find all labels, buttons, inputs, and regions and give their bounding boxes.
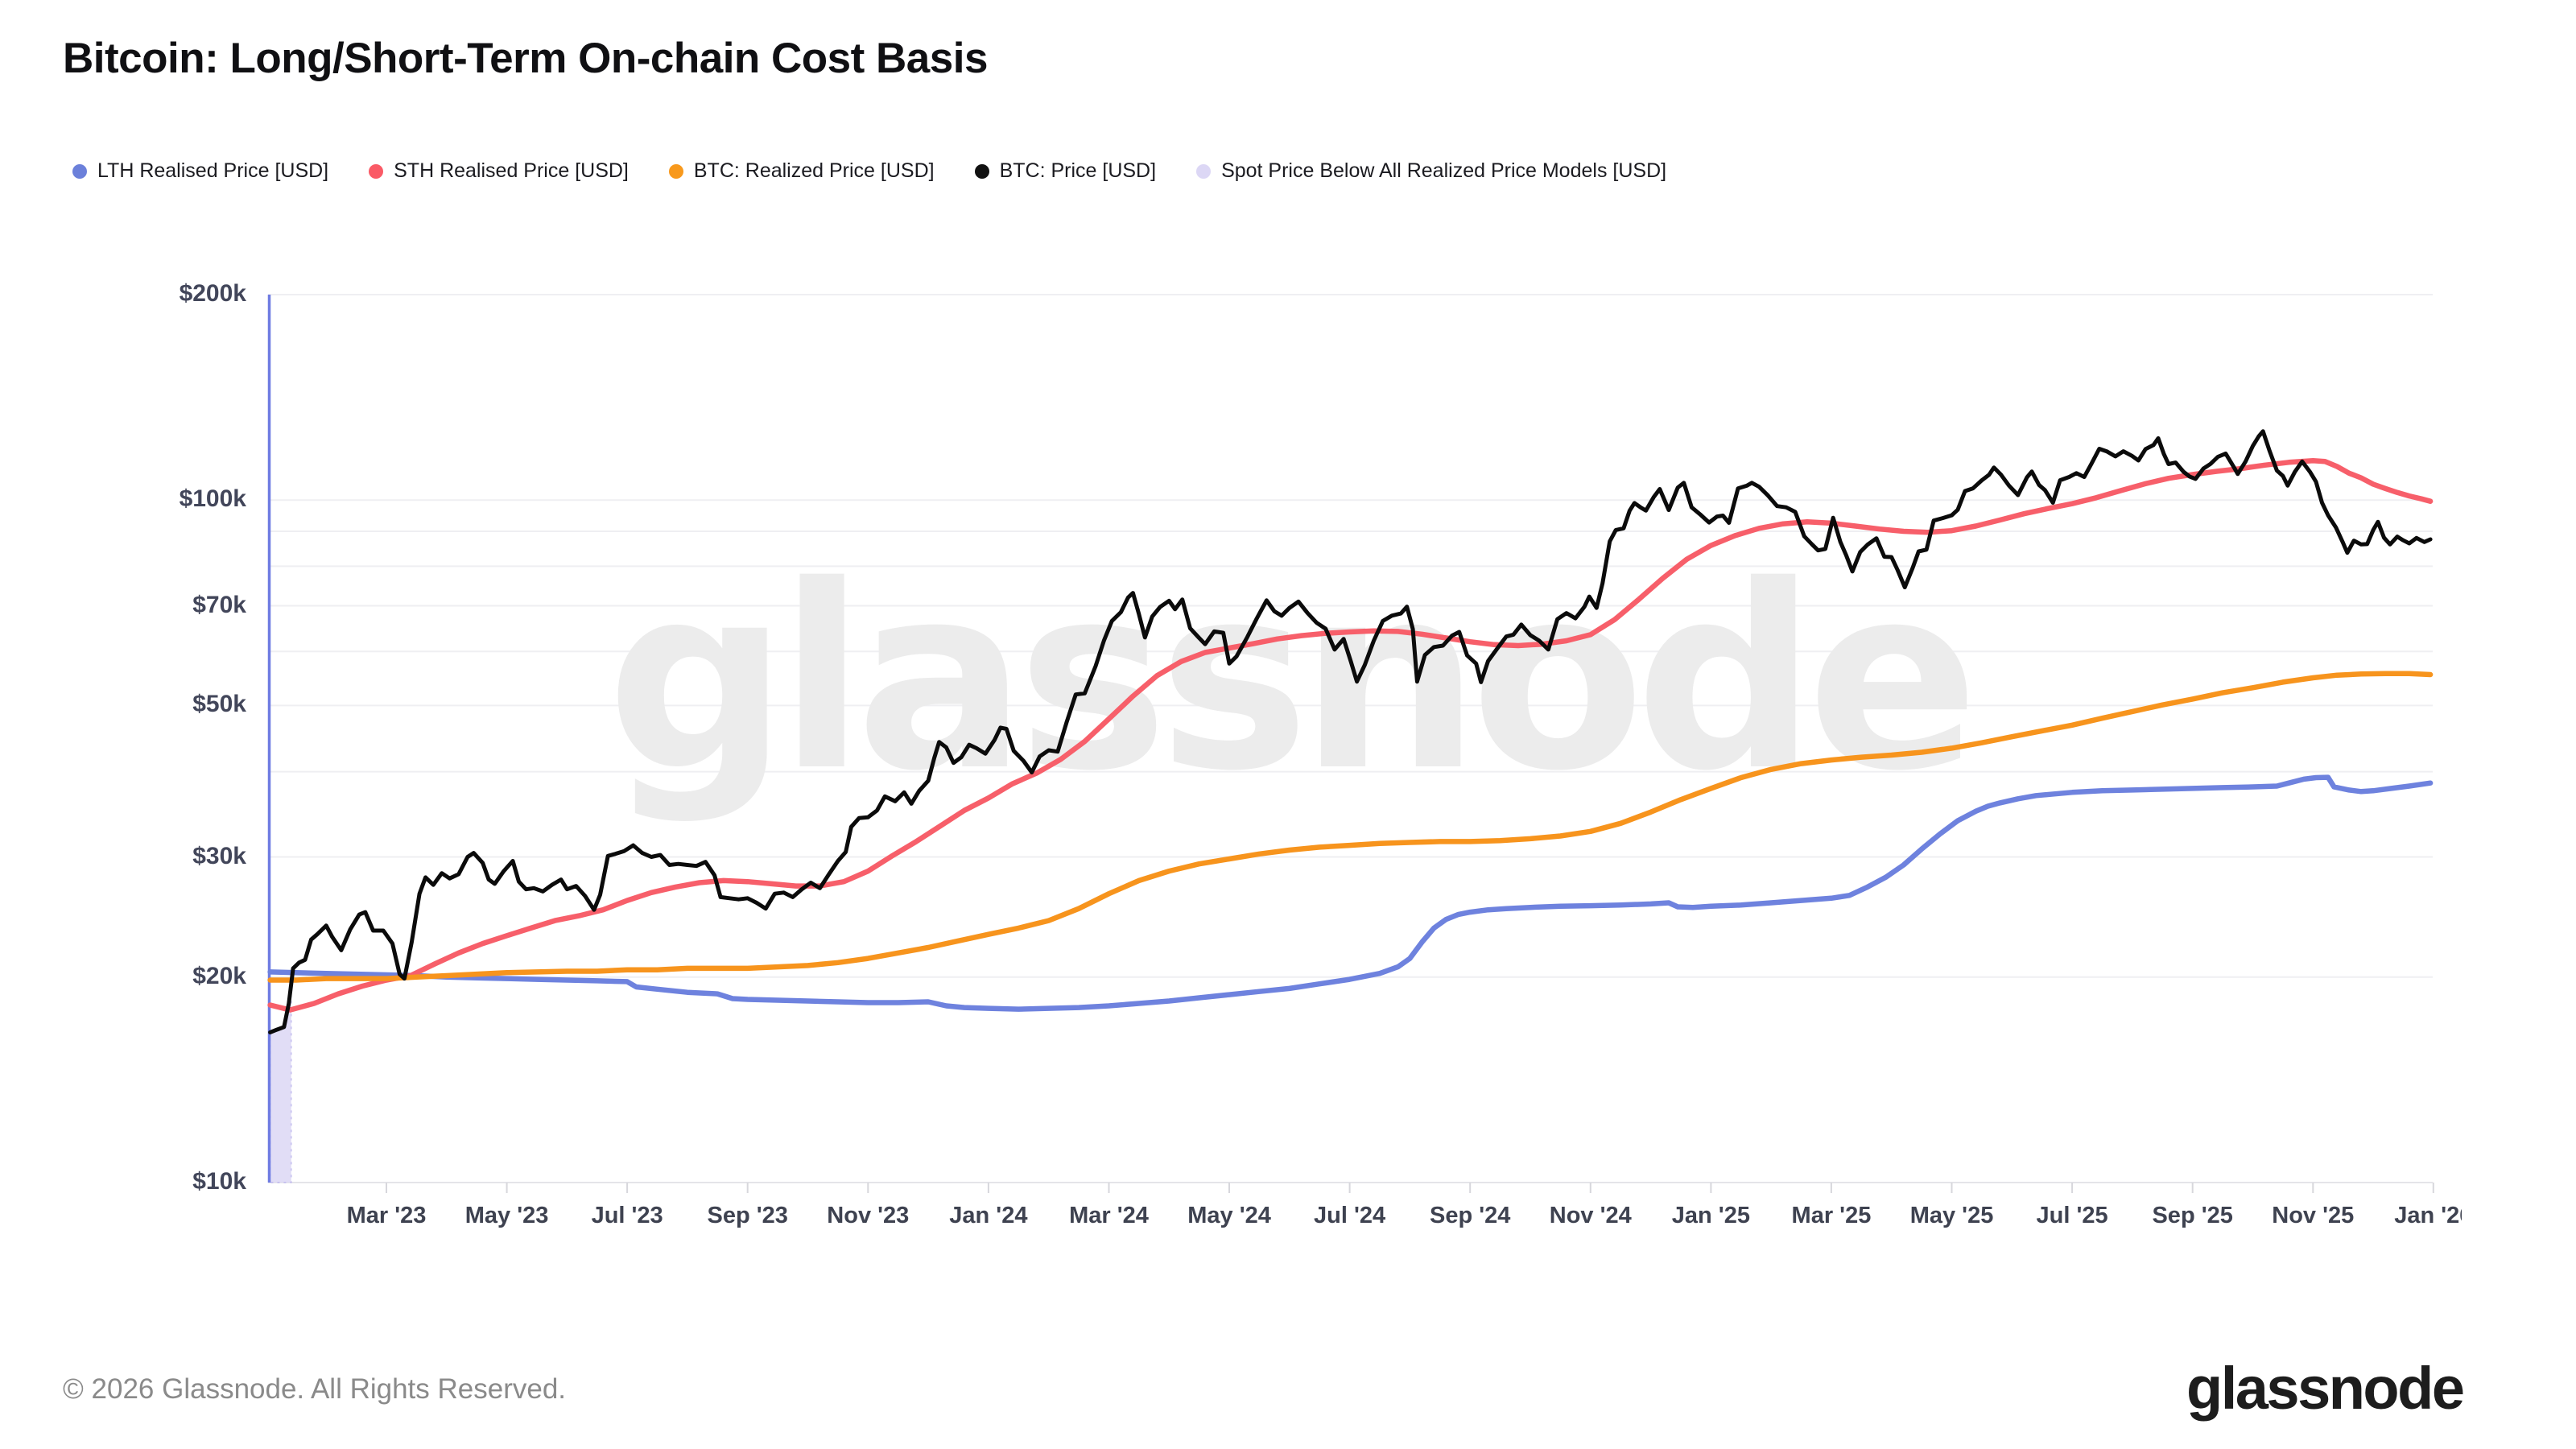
series-line-realized[interactable]	[267, 671, 2434, 983]
x-tick-label: Nov '25	[2272, 1203, 2355, 1228]
glassnode-logo: glassnode	[2186, 1355, 2465, 1422]
x-tick-label: Jul '23	[591, 1203, 663, 1228]
x-tick-label: Nov '23	[827, 1203, 910, 1228]
legend-label: BTC: Realized Price [USD]	[693, 159, 935, 182]
y-tick-label-50k: $50k	[192, 691, 246, 718]
y-tick-label-200k: $200k	[179, 280, 246, 307]
x-tick-label: Sep '24	[1429, 1203, 1511, 1228]
series-line-sth[interactable]	[267, 458, 2434, 1013]
legend-label: Spot Price Below All Realized Price Mode…	[1221, 159, 1667, 182]
series-line-lth[interactable]	[267, 774, 2434, 1012]
x-tick-label: Sep '25	[2152, 1203, 2233, 1228]
series-line-price[interactable]	[268, 429, 2433, 1034]
x-tick-label: Mar '25	[1791, 1203, 1872, 1228]
y-tick-label-30k: $30k	[192, 842, 246, 869]
y-tick-label-100k: $100k	[179, 485, 246, 513]
legend-label: LTH Realised Price [USD]	[97, 159, 329, 182]
x-tick-label: Mar '23	[346, 1203, 427, 1228]
legend-label: BTC: Price [USD]	[999, 159, 1157, 182]
x-tick-label: Sep '23	[707, 1203, 788, 1228]
page-title: Bitcoin: Long/Short-Term On-chain Cost B…	[63, 35, 988, 82]
legend-dot-below-band	[1196, 163, 1212, 179]
legend-dot-price	[974, 163, 989, 179]
glassnode-watermark: glassnode	[607, 532, 1970, 827]
legend-item-sth[interactable]: STH Realised Price [USD]	[369, 159, 629, 183]
y-tick-label-70k: $70k	[192, 591, 246, 618]
x-tick-label: Nov '24	[1549, 1203, 1632, 1228]
y-tick-label-20k: $20k	[192, 962, 246, 989]
x-tick-label: May '25	[1909, 1203, 1994, 1228]
x-tick-label: Jul '25	[2036, 1203, 2108, 1228]
x-tick-label: Mar '24	[1069, 1203, 1149, 1228]
legend-dot-sth	[369, 163, 384, 179]
legend-item-price[interactable]: BTC: Price [USD]	[974, 159, 1157, 183]
legend-item-lth[interactable]: LTH Realised Price [USD]	[72, 159, 328, 183]
x-tick-label: Jan '26	[2394, 1203, 2462, 1228]
x-tick-label: May '23	[464, 1203, 549, 1228]
x-axis-labels: Mar '23 May '23 Jul '23 Sep '23 Nov '23 Jan '…	[0, 1198, 2462, 1254]
legend-dot-lth	[72, 163, 87, 179]
legend-dot-realized	[668, 163, 683, 179]
x-tick-label: May '24	[1187, 1203, 1271, 1228]
copyright-text: © 2026 Glassnode. All Rights Reserved.	[63, 1373, 567, 1405]
legend-label: STH Realised Price [USD]	[394, 159, 629, 182]
x-tick-label: Jul '24	[1314, 1203, 1386, 1228]
legend: LTH Realised Price [USD] STH Realised Pri…	[72, 159, 1666, 183]
x-tick-label: Jan '25	[1671, 1203, 1750, 1228]
x-tick-label: Jan '24	[949, 1203, 1028, 1228]
legend-item-below-band[interactable]: Spot Price Below All Realized Price Mode…	[1196, 159, 1666, 183]
legend-item-realized[interactable]: BTC: Realized Price [USD]	[668, 159, 935, 183]
y-tick-label-10k: $10k	[192, 1168, 246, 1195]
